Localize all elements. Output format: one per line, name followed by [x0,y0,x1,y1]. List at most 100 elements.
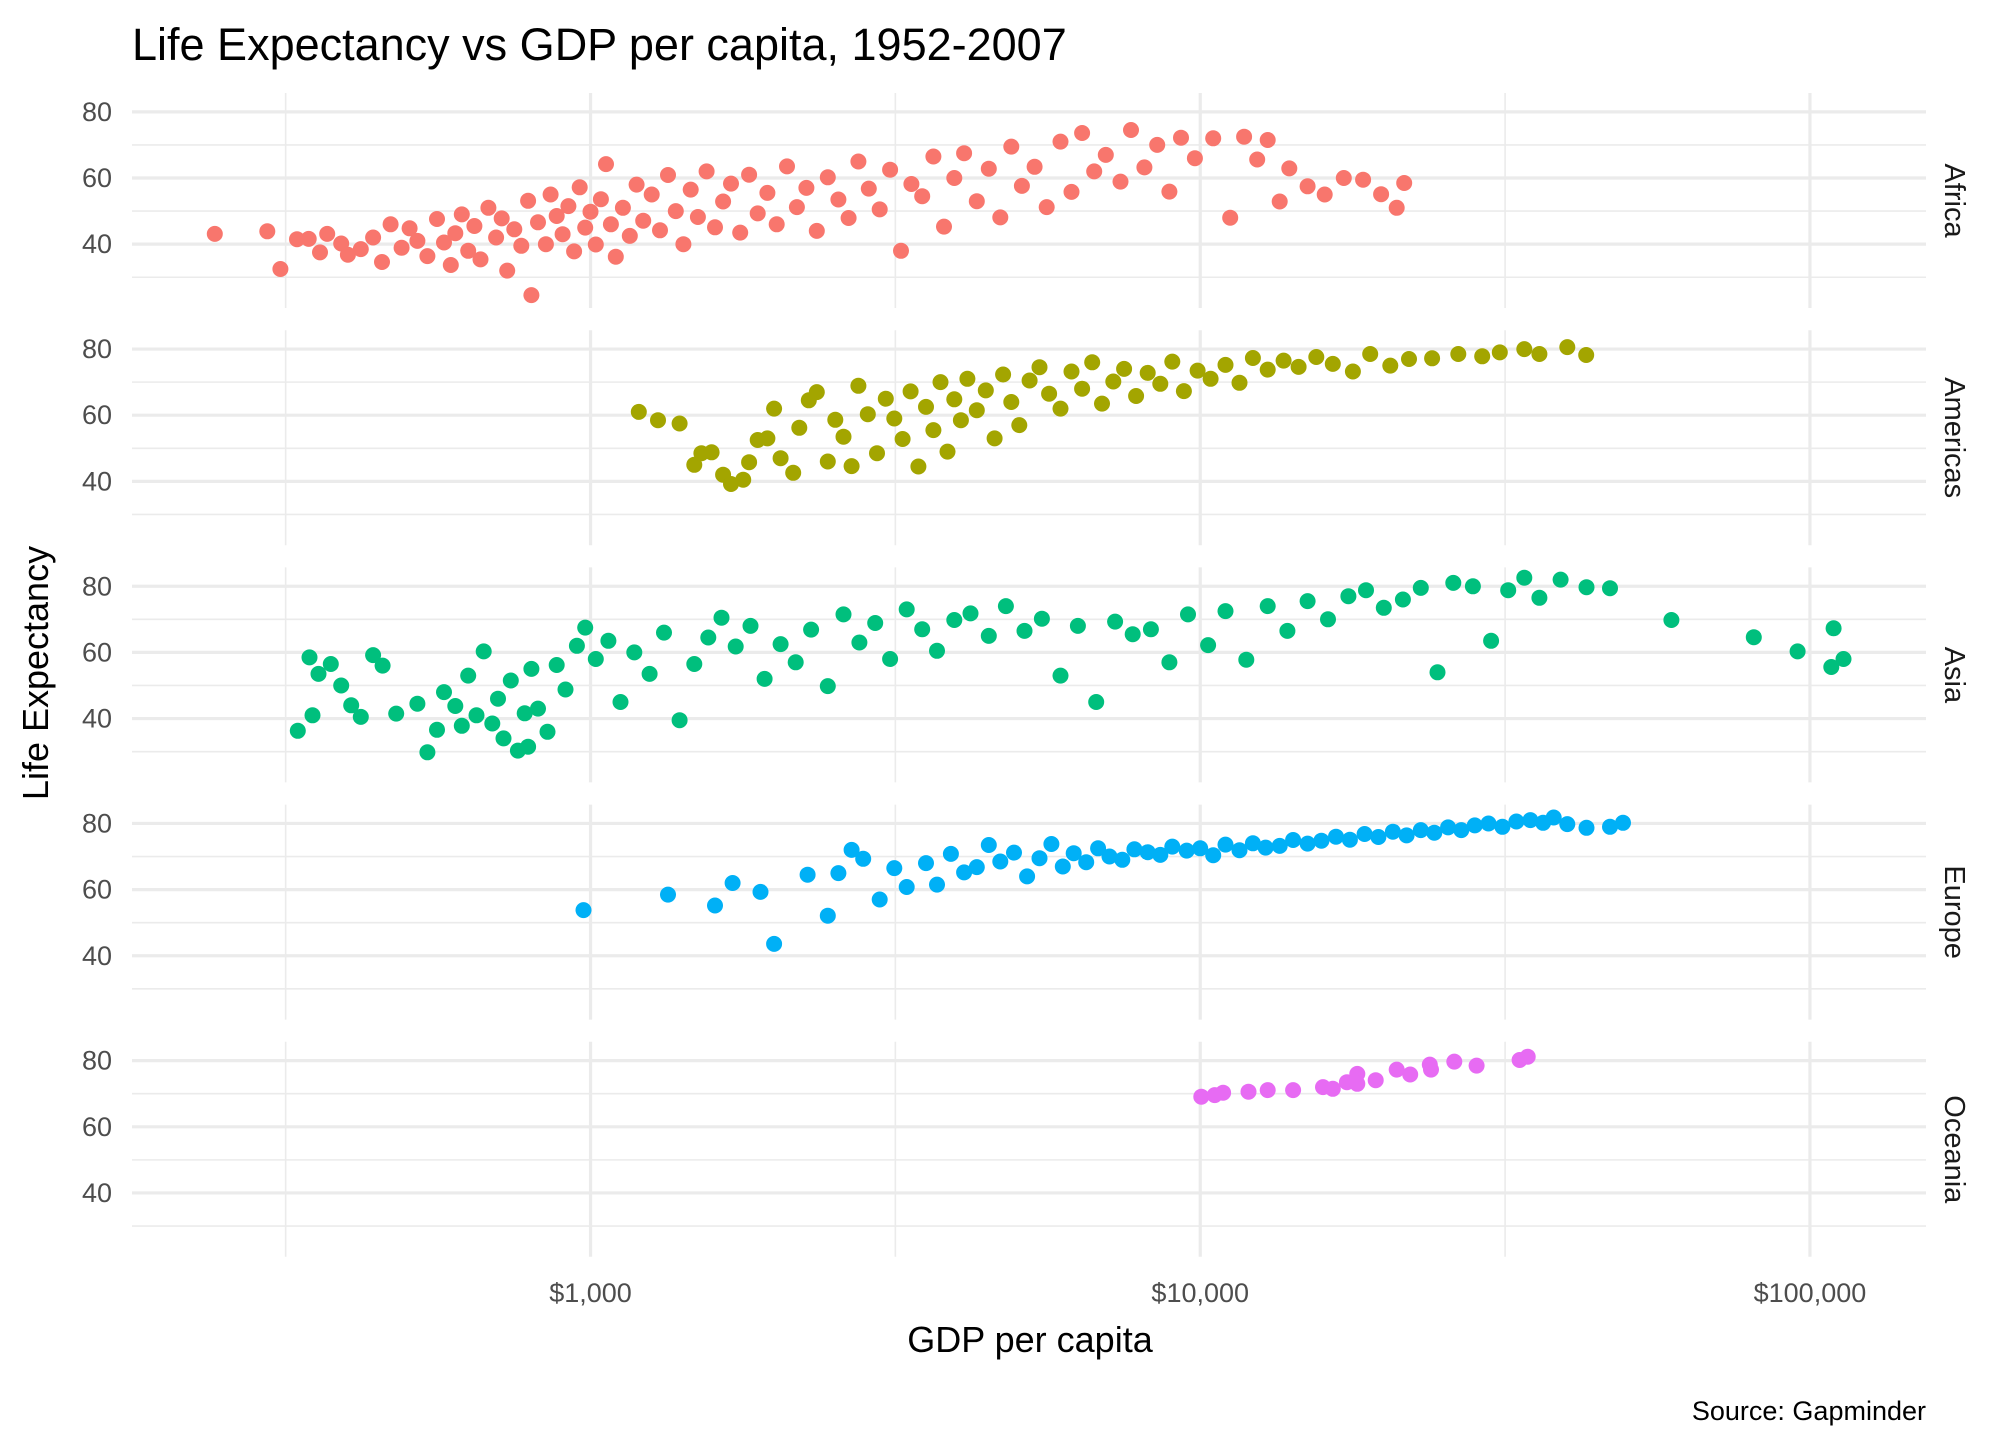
data-point [542,186,559,203]
data-point [1101,848,1118,865]
data-point [460,667,477,684]
data-point [1078,854,1095,871]
data-point [735,471,752,488]
data-point [808,222,825,239]
facet-strip-label: Oceania [1938,1095,1970,1204]
data-point [715,193,732,210]
data-point [1013,177,1030,194]
facet-panels: 40 60 80 Africa 40 60 80 Americas 40 60 80 Asia 40 60… [82,93,1970,1257]
data-point [749,205,766,222]
data-point [1128,388,1145,404]
data-point [650,412,666,429]
data-point [1362,346,1379,362]
data-point [1231,374,1248,391]
data-point [1340,588,1357,605]
data-point [1271,193,1288,210]
data-point [1116,360,1133,377]
data-point [859,406,876,423]
data-point [756,670,773,687]
data-point [656,624,672,641]
data-point [1394,591,1411,608]
points-oceania [1193,1048,1536,1105]
data-point [1003,138,1020,155]
data-point [641,665,658,682]
data-point [460,242,477,259]
x-axis-title: GDP per capita [907,1319,1153,1360]
data-point [548,657,565,673]
data-point [374,657,391,674]
data-point [466,218,483,234]
data-point [621,227,638,244]
data-point [843,458,860,475]
data-point [1382,357,1399,374]
y-tick-label: 80 [82,334,112,364]
data-point [980,837,997,853]
data-point [554,226,571,243]
data-point [1126,841,1143,858]
data-point [860,180,877,197]
data-point [1299,835,1316,852]
y-tick-label: 80 [82,97,112,127]
data-point [977,382,994,399]
data-point [382,216,399,233]
data-point [1136,159,1153,176]
data-point [1238,651,1255,668]
data-point [1789,643,1806,660]
facet-strip-label: Africa [1938,163,1970,238]
data-point [1259,361,1276,378]
data-point [1200,637,1217,654]
data-point [409,232,426,249]
data-point [1516,569,1533,586]
data-point [635,212,652,229]
data-point [1450,346,1467,362]
data-point [968,193,985,210]
data-point [914,188,931,205]
y-tick-label: 60 [82,1112,112,1142]
data-point [1217,356,1234,373]
data-point [1124,626,1141,643]
data-point [898,601,915,618]
data-point [925,148,942,165]
data-point [1105,373,1122,390]
facet-panel-asia: 40 60 80 Asia [82,567,1970,783]
data-point [1202,370,1219,387]
data-point [925,422,942,439]
data-point [566,243,583,260]
y-tick-label: 60 [82,875,112,905]
data-point [759,184,776,201]
data-point [1275,352,1292,369]
data-point [1161,183,1178,200]
data-point [671,415,688,432]
data-point [667,203,684,220]
data-point [365,647,382,664]
data-point [388,705,405,722]
data-point [539,723,556,740]
x-axis: $1,000 $10,000 $100,000 [549,1278,1866,1308]
data-point [1011,417,1028,434]
data-point [1474,348,1491,365]
data-point [992,209,1009,226]
data-point [1271,837,1288,854]
data-point [1494,818,1511,835]
data-point [1142,621,1159,638]
data-point [577,619,594,636]
data-point [1491,344,1508,361]
data-point [675,236,692,253]
data-point [1186,150,1203,167]
y-tick-label: 60 [82,637,112,667]
y-tick-label: 40 [82,704,112,734]
data-point [1222,209,1239,226]
data-point [1401,351,1417,367]
data-point [1440,819,1457,836]
data-point [1038,199,1055,216]
data-point [568,637,585,654]
data-point [587,236,604,253]
data-point [1281,160,1298,177]
data-point [401,220,418,237]
data-point [582,203,599,220]
data-point [1244,350,1261,366]
data-point [1324,1080,1341,1097]
data-point [436,684,452,701]
data-point [1139,844,1156,861]
y-axis-title: Life Expectancy [15,546,56,800]
